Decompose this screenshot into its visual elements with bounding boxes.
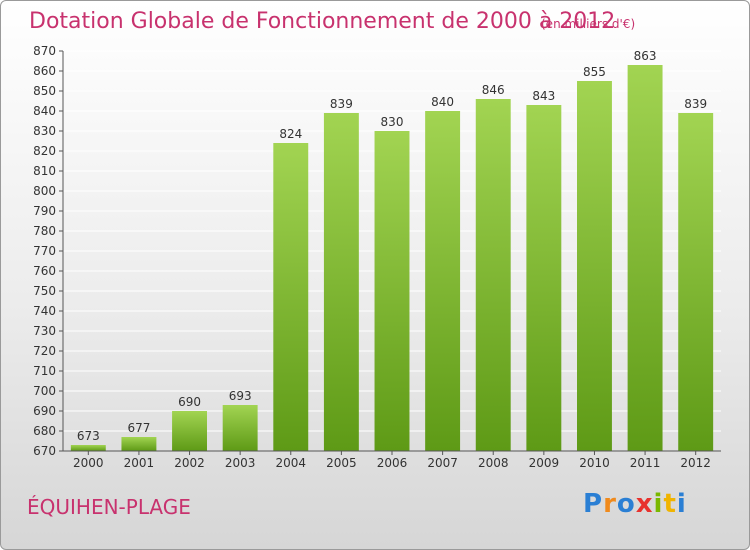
y-tick-label: 860 xyxy=(33,64,56,78)
bar-2005 xyxy=(323,113,359,451)
y-tick-label: 790 xyxy=(33,204,56,218)
bar-2006 xyxy=(374,131,410,451)
data-label: 673 xyxy=(77,429,100,443)
chart-title: Dotation Globale de Fonctionnement de 20… xyxy=(29,9,616,34)
data-label: 840 xyxy=(431,95,454,109)
logo-letter: x xyxy=(635,489,654,519)
x-tick-label: 2003 xyxy=(225,456,256,470)
y-tick-label: 760 xyxy=(33,264,56,278)
y-tick-label: 680 xyxy=(33,424,56,438)
y-tick-label: 810 xyxy=(33,164,56,178)
y-tick-label: 690 xyxy=(33,404,56,418)
y-tick-label: 830 xyxy=(33,124,56,138)
data-label: 843 xyxy=(532,89,555,103)
bar-2010 xyxy=(576,81,612,451)
data-label: 839 xyxy=(684,97,707,111)
y-tick-label: 700 xyxy=(33,384,56,398)
data-labels: 673 677 690 693 824 839 830 840 846 843 855 863 839 xyxy=(77,49,707,443)
x-tick-label: 2001 xyxy=(124,456,155,470)
y-tick-label: 740 xyxy=(33,304,56,318)
proxiti-logo[interactable]: Proxiti xyxy=(583,489,687,519)
y-tick-label: 780 xyxy=(33,224,56,238)
y-tick-label: 850 xyxy=(33,84,56,98)
x-tick-label: 2012 xyxy=(680,456,711,470)
data-label: 863 xyxy=(634,49,657,63)
y-tick-label: 870 xyxy=(33,44,56,58)
x-tick-label: 2010 xyxy=(579,456,610,470)
x-tick-label: 2002 xyxy=(174,456,205,470)
logo-letter: P xyxy=(583,489,604,519)
x-tick-label: 2008 xyxy=(478,456,509,470)
y-tick-label: 720 xyxy=(33,344,56,358)
data-label: 839 xyxy=(330,97,353,111)
y-tick-label: 750 xyxy=(33,284,56,298)
x-tick-label: 2009 xyxy=(529,456,560,470)
logo-letter: o xyxy=(616,489,636,519)
bar-2011 xyxy=(627,65,663,451)
y-tick-label: 800 xyxy=(33,184,56,198)
x-tick-label: 2006 xyxy=(377,456,408,470)
data-label: 677 xyxy=(127,421,150,435)
bar-2001 xyxy=(121,437,157,451)
x-axis: 2000 2001 2002 2003 2004 2005 2006 2007 2008 2009… xyxy=(63,450,721,470)
bar-2009 xyxy=(526,105,562,451)
commune-name: ÉQUIHEN-PLAGE xyxy=(27,495,191,519)
data-label: 855 xyxy=(583,65,606,79)
x-tick-label: 2011 xyxy=(630,456,661,470)
y-tick-label: 820 xyxy=(33,144,56,158)
y-tick-label: 710 xyxy=(33,364,56,378)
y-axis: 670 680 690 700 710 720 730 740 750 760 770 780 790 8… xyxy=(33,44,64,458)
unit-note: (en milliers d'€) xyxy=(541,17,636,31)
bar-2004 xyxy=(273,143,309,451)
data-label: 830 xyxy=(381,115,404,129)
y-tick-label: 670 xyxy=(33,444,56,458)
data-label: 846 xyxy=(482,83,505,97)
bar-2007 xyxy=(425,111,461,451)
bar-2012 xyxy=(678,113,714,451)
data-label: 824 xyxy=(279,127,302,141)
y-tick-label: 730 xyxy=(33,324,56,338)
data-label: 693 xyxy=(229,389,252,403)
bar-2003 xyxy=(222,405,258,451)
bar-2008 xyxy=(475,99,511,451)
logo-letter: t xyxy=(663,489,677,519)
bar-2000 xyxy=(70,445,106,451)
x-tick-label: 2004 xyxy=(275,456,306,470)
data-label: 690 xyxy=(178,395,201,409)
logo-letter: r xyxy=(603,489,617,519)
x-tick-label: 2005 xyxy=(326,456,357,470)
bar-2002 xyxy=(172,411,208,451)
bars xyxy=(70,65,714,451)
x-tick-label: 2000 xyxy=(73,456,104,470)
logo-letter: i xyxy=(676,489,687,519)
logo-letter: i xyxy=(653,489,664,519)
x-tick-label: 2007 xyxy=(427,456,458,470)
y-tick-label: 770 xyxy=(33,244,56,258)
y-tick-label: 840 xyxy=(33,104,56,118)
